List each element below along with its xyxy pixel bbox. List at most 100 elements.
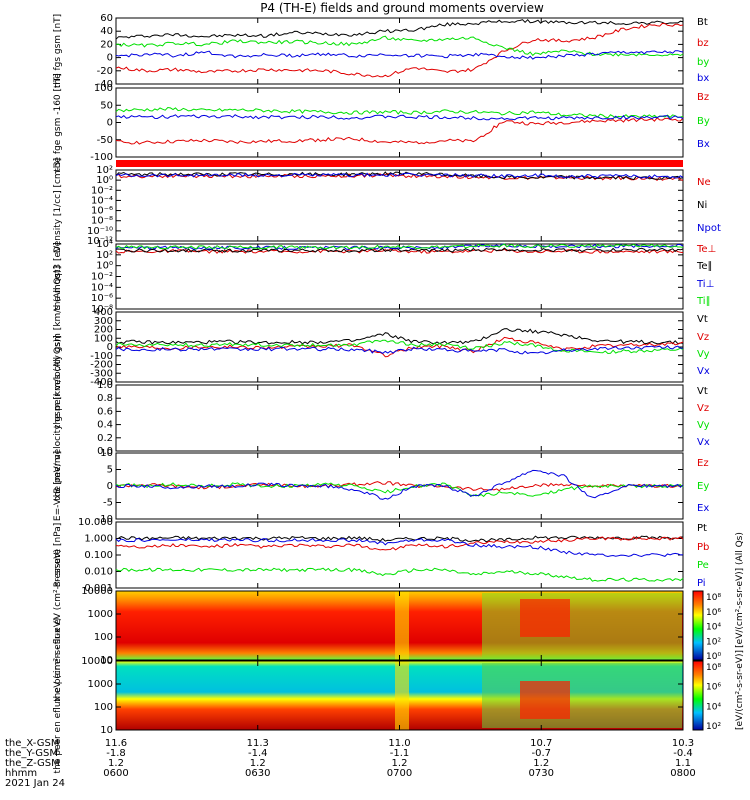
y-tick-label: 0.100 (84, 550, 113, 561)
colorbar-tick-label: 10⁴ (706, 702, 721, 712)
y-tick-label: 400 (94, 307, 113, 318)
y-tick-label: 10 (100, 655, 113, 666)
legend-label: Te∥ (696, 261, 713, 272)
panel-ylabel: the moqt3 [eV] (53, 242, 63, 310)
spectrogram-region (395, 591, 409, 660)
panel-frame (115, 243, 684, 310)
x-tick-label: 11.0 (388, 738, 410, 749)
colorbar-tick-label: 10⁶ (706, 683, 721, 693)
panel-density: Density [1/cc] [cm-3] 10²10⁰10⁻²10⁻⁴10⁻⁶1… (53, 158, 721, 253)
y-tick-label: 0.4 (97, 420, 113, 431)
colorbar (692, 660, 704, 731)
series-line (115, 243, 684, 250)
legend-label: Ni (697, 200, 707, 211)
panel-peir_en: the peir en eflux eV (cm²-s- sr-eV) 10000… (53, 549, 684, 702)
density-band (116, 160, 683, 167)
y-tick-label: 10² (96, 250, 113, 261)
y-tick-label: 10000 (81, 586, 113, 597)
y-tick-label: 10⁴ (96, 239, 113, 250)
colorbar-label: [eV/(cm²-s-sr-eV)] (735, 650, 745, 730)
legend-label: Ti∥ (696, 296, 711, 307)
y-tick-label: 10.000 (78, 517, 113, 528)
x-tick-label: 1.2 (250, 758, 266, 769)
y-tick-label: 10⁻⁴ (91, 195, 113, 206)
legend-label: Pt (697, 523, 707, 534)
y-tick-label: -5 (103, 498, 113, 509)
series-line (115, 117, 684, 145)
panel-ylabel: the fgs gsm [nT] (53, 14, 63, 88)
y-tick-label: 100 (94, 83, 113, 94)
x-row-label: the_X-GSM (5, 738, 59, 749)
spectrogram-region (520, 681, 570, 719)
y-tick-label: -10 (97, 514, 113, 525)
x-tick-label: 0600 (103, 768, 128, 779)
y-tick-label: 10⁻⁸ (91, 304, 113, 315)
x-tick-label: 0800 (670, 768, 695, 779)
panel-ylabel: Density [1/cc] [cm-3] (53, 158, 63, 253)
colorbar-tick-label: 10⁸ (706, 663, 721, 673)
y-tick-label: -100 (90, 152, 113, 163)
legend-label: Ti⊥ (696, 279, 714, 290)
panel-peer_vel: the peer velocity gsm [km/s (All Qs)] 1.0… (53, 335, 710, 500)
legend-label: Vt (697, 386, 708, 397)
x-tick-label: 1.1 (675, 758, 691, 769)
legend-label: Ex (697, 503, 709, 514)
legend-label: Vz (697, 403, 709, 414)
panel-frame (115, 17, 684, 85)
colorbar-tick-label: 10² (706, 637, 721, 647)
legend-label: by (697, 57, 709, 68)
legend-label: Bt (697, 17, 708, 28)
series-line (115, 22, 684, 78)
legend-label: By (697, 116, 710, 127)
x-tick-label: 1.2 (108, 758, 124, 769)
x-tick-label: -1.4 (248, 748, 268, 759)
y-tick-label: 10 (100, 448, 113, 459)
y-tick-label: 1.000 (84, 534, 113, 545)
x-tick-label: 10.7 (530, 738, 552, 749)
legend-label: Vx (697, 366, 710, 377)
y-tick-label: 100 (94, 702, 113, 713)
y-tick-label: 0.6 (97, 406, 113, 417)
y-tick-label: 10000 (81, 656, 113, 667)
y-tick-label: 10⁻⁶ (91, 293, 113, 304)
legend-label: Vx (697, 437, 710, 448)
panel-ylabel: the peir en eflux eV (cm²-s- sr-eV) (53, 549, 63, 702)
panel-ylabel: E=-VxB [mV/m] (53, 451, 63, 521)
series-line (115, 339, 684, 355)
y-tick-label: 200 (94, 325, 113, 336)
y-tick-label: 10⁻⁶ (91, 206, 113, 217)
x-tick-label: 0730 (529, 768, 554, 779)
x-tick-label: 0700 (387, 768, 412, 779)
y-tick-label: 0.010 (84, 567, 113, 578)
x-tick-label: 0630 (245, 768, 270, 779)
panel-fge: the fge gsm -160 [nT] 100 50 0 -50 -100 Bz By Bx (53, 73, 710, 171)
legend-label: Vy (697, 420, 710, 431)
colorbar-tick-label: 10⁰ (706, 652, 721, 662)
legend-label: Bx (697, 139, 710, 150)
legend-label: Ne (697, 177, 711, 188)
legend-label: bz (697, 38, 709, 49)
y-tick-label: 1000 (88, 679, 113, 690)
y-tick-label: 0.8 (97, 393, 113, 404)
x-tick-label: 10.3 (672, 738, 694, 749)
legend-label: Vt (697, 314, 708, 325)
y-tick-label: 0.0 (97, 446, 113, 457)
spectrogram-region (395, 661, 409, 730)
y-tick-label: 10⁻¹² (87, 236, 113, 247)
y-tick-label: 0 (107, 118, 113, 129)
y-tick-label: 0 (107, 481, 113, 492)
series-line (115, 336, 684, 358)
y-tick-label: 100 (94, 632, 113, 643)
legend-label: Vz (697, 332, 709, 343)
legend-label: Bz (697, 92, 709, 103)
x-tick-label: -0.4 (673, 748, 693, 759)
panel-frame (115, 87, 684, 158)
series-line (115, 248, 684, 254)
panel-ylabel: Pressure [nPa] (53, 523, 63, 588)
series-line (115, 50, 684, 60)
legend-label: Pi (697, 578, 706, 589)
panel-pressure: Pressure [nPa] 10.000 1.000 0.100 0.010 0.001… (53, 517, 709, 594)
panel-efield: E=-VxB [mV/m] 10 5 0 -5 -10 Ez Ey Ex (53, 448, 709, 525)
